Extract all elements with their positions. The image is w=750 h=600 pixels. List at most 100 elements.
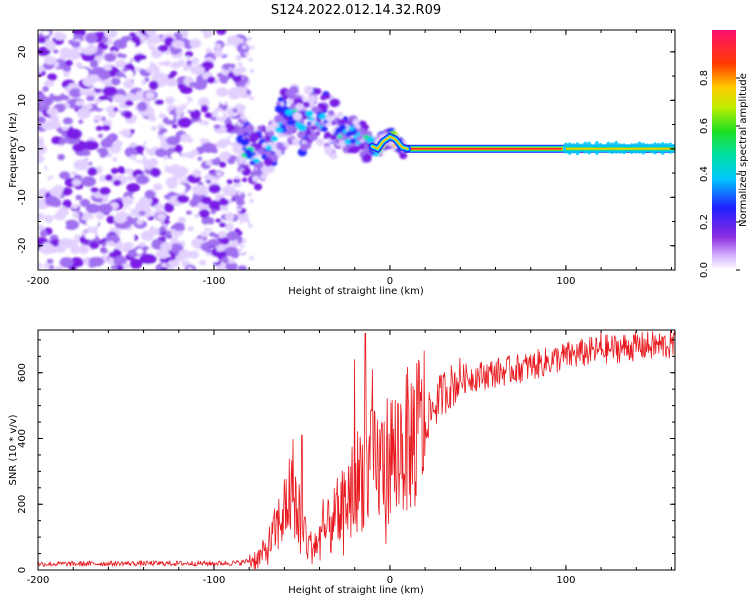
heatmap-cell <box>85 32 98 44</box>
heatmap-cell <box>325 94 332 100</box>
heatmap-cell <box>200 104 209 113</box>
heatmap-cell <box>228 258 235 264</box>
heatmap-cell <box>177 217 187 224</box>
heatmap-cell <box>165 96 175 105</box>
y-tick-label: 20 <box>17 45 28 58</box>
heatmap-cell <box>52 49 59 54</box>
heatmap-cell <box>139 197 148 204</box>
heatmap-cell <box>38 116 46 124</box>
heatmap-cell <box>129 154 137 161</box>
heatmap-cell <box>85 103 93 110</box>
heatmap-cell <box>82 76 96 87</box>
heatmap-cell <box>43 79 55 87</box>
heatmap-cell <box>254 159 260 164</box>
heatmap-cell <box>150 167 162 178</box>
heatmap-cell <box>373 152 380 157</box>
heatmap-cell <box>226 35 241 45</box>
heatmap-cell <box>238 38 244 43</box>
heatmap-cell <box>42 242 52 252</box>
heatmap-cell <box>53 32 67 41</box>
heatmap-cell <box>156 213 166 221</box>
heatmap-cell <box>131 35 141 44</box>
heatmap-cell <box>353 135 358 140</box>
heatmap-cell <box>251 175 260 183</box>
heatmap-cell <box>64 86 72 92</box>
heatmap-cell <box>235 54 242 61</box>
heatmap-cell <box>75 100 85 107</box>
heatmap-cell <box>240 138 249 147</box>
heatmap-cell <box>44 214 54 224</box>
heatmap-cell <box>349 138 357 144</box>
heatmap-cell <box>245 128 250 133</box>
heatmap-cell <box>93 115 103 122</box>
heatmap-cell <box>348 130 355 135</box>
snr-panel: -200 -100 0 100 0 200 400 600 Height of straigh… <box>8 329 676 596</box>
heatmap-cell <box>177 117 192 128</box>
spectrogram-xlabel: Height of straight line (km) <box>288 286 424 297</box>
snr-ylabel: SNR (10 * v/v) <box>8 414 19 485</box>
heatmap-cell <box>46 258 54 264</box>
heatmap-cell <box>236 126 246 135</box>
heatmap-cell <box>104 53 117 62</box>
heatmap-cell <box>100 100 111 108</box>
heatmap-cell <box>288 140 293 145</box>
heatmap-cell <box>46 107 59 116</box>
heatmap-cell <box>305 110 314 117</box>
heatmap-cell <box>227 71 235 78</box>
heatmap-cell <box>165 50 171 55</box>
heatmap-cell <box>125 100 134 107</box>
heatmap-cell <box>94 99 102 104</box>
heatmap-cell <box>216 30 227 35</box>
heatmap-cell <box>362 134 370 140</box>
heatmap-cell <box>295 103 304 111</box>
heatmap-cell <box>136 219 144 225</box>
heatmap-cell <box>249 45 255 50</box>
heatmap-cell <box>219 222 226 228</box>
heatmap-cell <box>237 62 243 67</box>
heatmap-cell <box>217 111 224 118</box>
heatmap-cell <box>257 148 265 155</box>
heatmap-cell <box>42 96 54 106</box>
heatmap-cell <box>162 60 171 67</box>
heatmap-cell <box>226 119 233 125</box>
heatmap-cell <box>188 250 200 259</box>
heatmap-cell <box>248 57 254 62</box>
heatmap-cell <box>171 124 178 129</box>
heatmap-cell <box>399 151 408 160</box>
heatmap-cell <box>145 30 157 36</box>
heatmap-cell <box>318 102 324 108</box>
heatmap-cell <box>244 52 250 57</box>
heatmap-cell <box>134 67 141 72</box>
heatmap-cell <box>227 157 236 165</box>
heatmap-cell <box>102 36 109 43</box>
heatmap-cell <box>48 178 62 187</box>
heatmap-cell <box>225 261 238 270</box>
y-tick-label: -10 <box>17 189 28 205</box>
heatmap-cell <box>201 120 210 126</box>
heatmap-cell <box>38 224 45 232</box>
spectrogram-frame <box>37 29 676 271</box>
heatmap-cell <box>307 116 313 121</box>
heatmap-cell <box>174 144 183 153</box>
heatmap-cell <box>291 119 297 124</box>
heatmap-cell <box>249 160 256 166</box>
heatmap-cell <box>233 142 239 147</box>
ridge-band <box>408 147 562 150</box>
heatmap-cell <box>203 134 210 140</box>
heatmap-cell <box>87 226 99 235</box>
heatmap-cell <box>121 128 132 138</box>
ridge-curve <box>371 135 409 151</box>
heatmap-cell <box>335 127 344 134</box>
heatmap-cell <box>304 85 314 95</box>
heatmap-cell <box>221 45 237 55</box>
heatmap-cell <box>160 242 173 252</box>
x-tick-label: 0 <box>387 575 393 586</box>
heatmap-cell <box>194 213 200 219</box>
heatmap-cell <box>321 126 328 132</box>
heatmap-cell <box>102 124 111 131</box>
y-tick-label: 600 <box>17 363 28 382</box>
heatmap-cell <box>87 166 98 176</box>
heatmap-cell <box>47 73 58 81</box>
heatmap-cell <box>112 107 119 112</box>
